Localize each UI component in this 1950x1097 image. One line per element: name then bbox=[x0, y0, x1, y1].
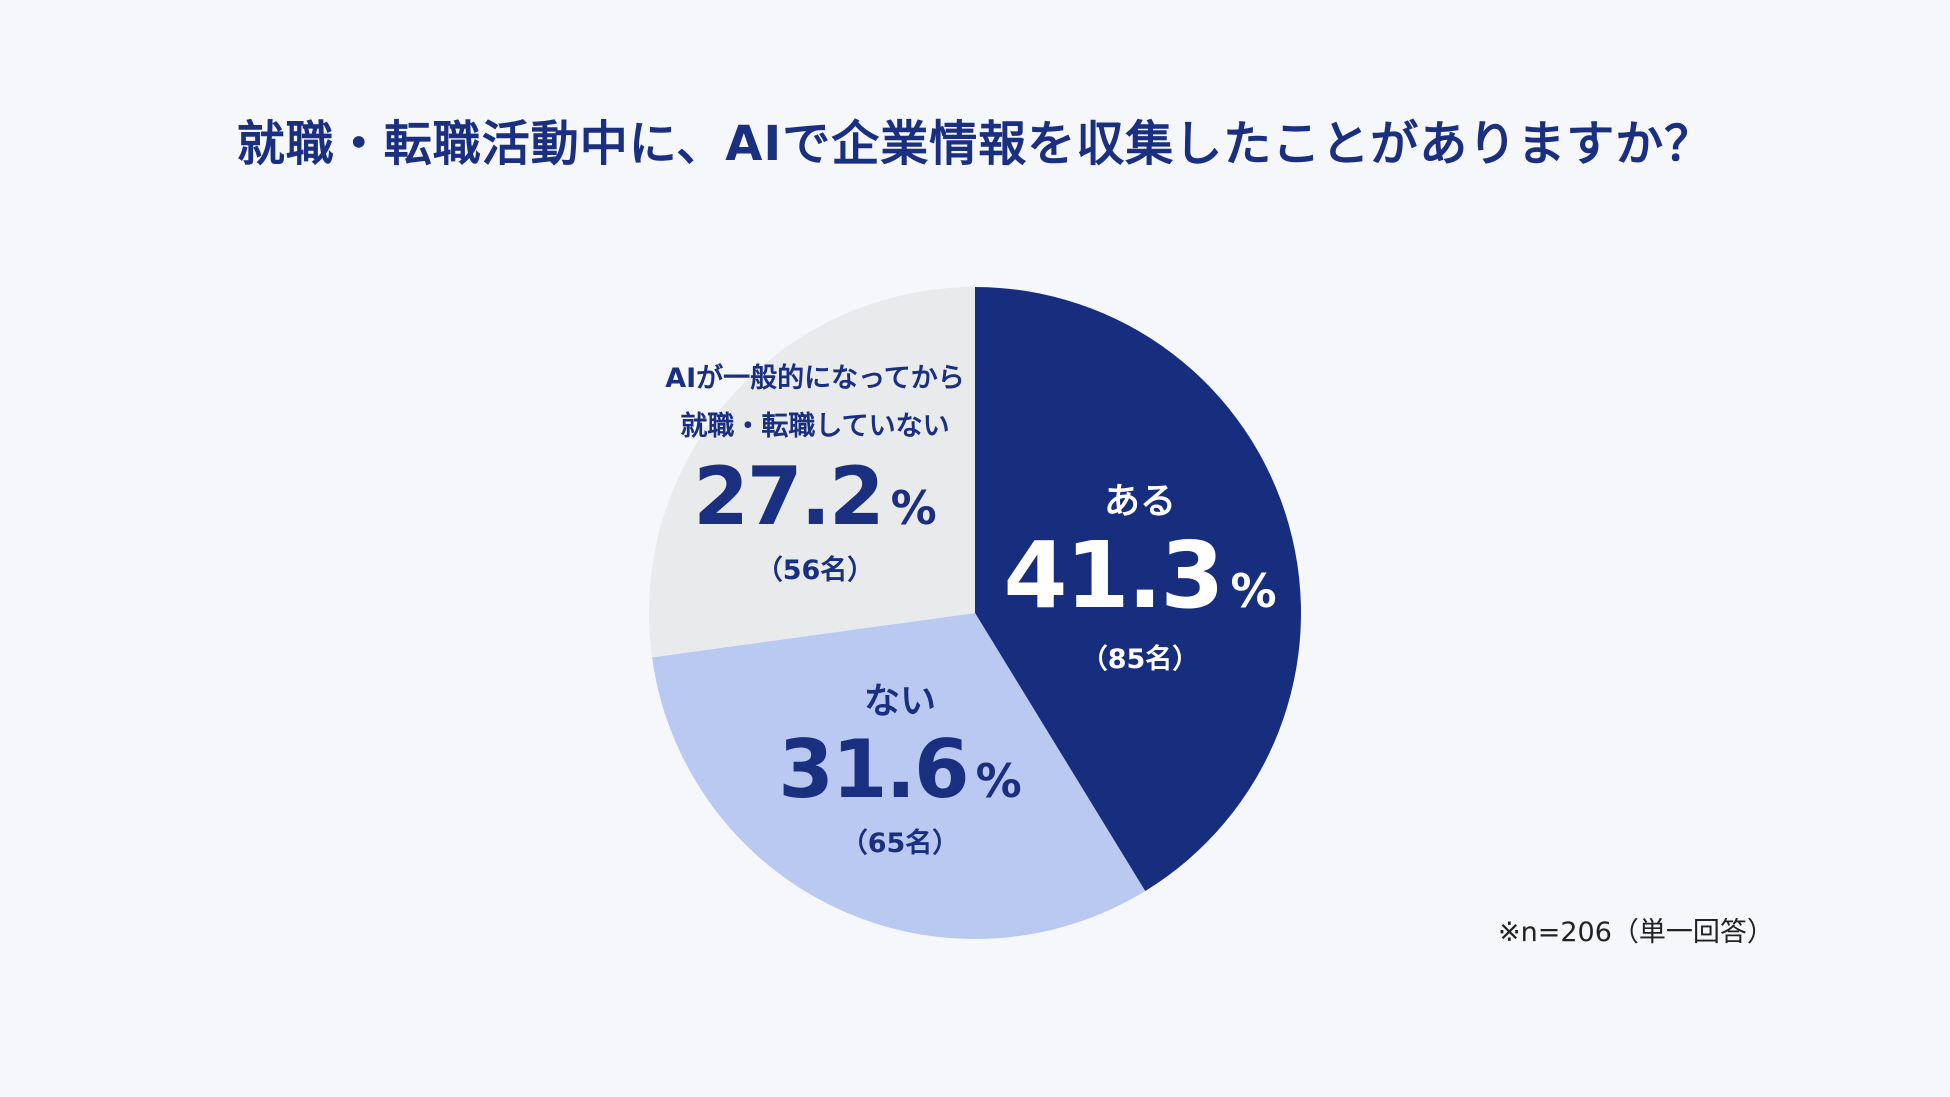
slice-not-job-hunted bbox=[648, 287, 975, 658]
percent-unit: % bbox=[1230, 564, 1277, 618]
percent-value: 31.6 bbox=[778, 723, 969, 816]
slice-aru bbox=[975, 287, 1301, 892]
slice-count: （56名） bbox=[755, 555, 875, 586]
slice-count: （85名） bbox=[1080, 644, 1200, 675]
slice-nai bbox=[652, 613, 1146, 939]
slice-percent: 27.2% bbox=[665, 451, 965, 554]
slice-count: （65名） bbox=[840, 828, 960, 859]
slice-percent: 31.6% bbox=[778, 724, 1021, 827]
percent-unit: % bbox=[975, 754, 1022, 808]
label-aru: ある 41.3% （85名） bbox=[1003, 480, 1276, 677]
slice-name-line: 就職・転職していない bbox=[680, 411, 950, 442]
chart-title: 就職・転職活動中に、AIで企業情報を収集したことがありますか？ bbox=[236, 116, 1714, 172]
label-not-job-hunted: AIが一般的になってから 就職・転職していない 27.2% （56名） bbox=[665, 355, 965, 588]
label-nai: ない 31.6% （65名） bbox=[778, 680, 1021, 861]
slice-name-line: ある bbox=[1103, 481, 1176, 522]
slice-name-line: ない bbox=[863, 681, 937, 722]
sample-size-note: ※n=206（単一回答） bbox=[1498, 917, 1774, 948]
slice-percent: 41.3% bbox=[1003, 524, 1276, 643]
percent-value: 41.3 bbox=[1003, 522, 1224, 629]
slice-name-line: AIが一般的になってから bbox=[665, 363, 965, 394]
percent-value: 27.2 bbox=[693, 450, 884, 543]
percent-unit: % bbox=[890, 481, 937, 535]
